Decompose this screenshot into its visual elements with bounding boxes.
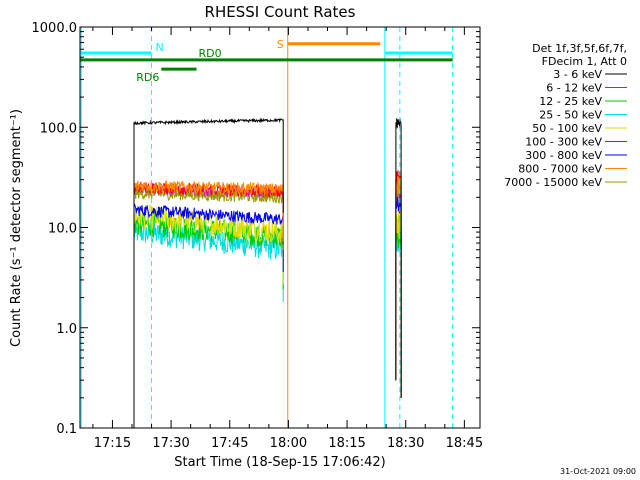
x-tick-label: 18:45 bbox=[446, 436, 483, 451]
flag-layer: N S RD0 RD6 bbox=[80, 38, 453, 84]
legend-label: 3 - 6 keV bbox=[553, 68, 602, 81]
legend-label: 6 - 12 keV bbox=[546, 82, 602, 95]
chart-title: RHESSI Count Rates bbox=[205, 3, 356, 21]
legend-label: 100 - 300 keV bbox=[525, 136, 602, 149]
series-line-3-6-kev-segment-2 bbox=[395, 117, 402, 398]
legend-label: 800 - 7000 keV bbox=[518, 163, 602, 176]
flag-label-n: N bbox=[156, 41, 164, 54]
series-line-100-300-kev-segment-1 bbox=[133, 181, 284, 428]
tick-layer: 17:15 17:30 17:45 18:00 18:15 18:30 18:45 0.1 1.… bbox=[32, 21, 484, 451]
legend-label: 7000 - 15000 keV bbox=[504, 176, 602, 189]
y-tick-label: 0.1 bbox=[56, 422, 77, 437]
date-stamp: 31-Oct-2021 09:00 bbox=[560, 467, 636, 476]
x-tick-label: 17:15 bbox=[94, 436, 131, 451]
series-line-25-50-kev-segment-1 bbox=[133, 220, 284, 428]
series-layer bbox=[133, 117, 402, 428]
legend-label: 12 - 25 keV bbox=[539, 95, 602, 108]
series-line-800-7000-kev-segment-1 bbox=[133, 178, 284, 428]
flag-label-s: S bbox=[277, 38, 284, 51]
legend-label: 50 - 100 keV bbox=[532, 122, 602, 135]
legend-header-line: FDecim 1, Att 0 bbox=[542, 55, 627, 68]
y-tick-label: 10.0 bbox=[48, 222, 77, 237]
legend: Det 1f,3f,5f,6f,7f,FDecim 1, Att 03 - 6 … bbox=[504, 42, 627, 189]
x-tick-label: 18:00 bbox=[270, 436, 307, 451]
series-line-300-800-kev-segment-2 bbox=[395, 194, 402, 398]
y-axis-label: Count Rate (s⁻¹ detector segment⁻¹) bbox=[9, 109, 24, 347]
series-line-300-800-kev-segment-1 bbox=[133, 202, 284, 428]
y-tick-label: 100.0 bbox=[40, 121, 77, 136]
legend-label: 300 - 800 keV bbox=[525, 149, 602, 162]
x-axis-label: Start Time (18-Sep-15 17:06:42) bbox=[174, 455, 385, 470]
x-tick-label: 17:30 bbox=[152, 436, 189, 451]
y-tick-label: 1000.0 bbox=[32, 21, 78, 36]
series-line-800-7000-kev-segment-2 bbox=[395, 175, 402, 398]
series-line-50-100-kev-segment-2 bbox=[395, 208, 402, 398]
x-tick-label: 18:30 bbox=[387, 436, 424, 451]
y-tick-label: 1.0 bbox=[56, 322, 77, 337]
series-line-12-25-kev-segment-2 bbox=[395, 215, 402, 398]
flag-label-rd6: RD6 bbox=[136, 71, 159, 84]
legend-header-line: Det 1f,3f,5f,6f,7f, bbox=[532, 42, 627, 55]
legend-label: 25 - 50 keV bbox=[539, 109, 602, 122]
series-line-3-6-kev-segment-1 bbox=[133, 117, 284, 428]
x-tick-label: 17:45 bbox=[211, 436, 248, 451]
flag-label-rd0: RD0 bbox=[198, 47, 221, 60]
series-line-12-25-kev-segment-1 bbox=[133, 211, 284, 428]
x-tick-label: 18:15 bbox=[328, 436, 365, 451]
